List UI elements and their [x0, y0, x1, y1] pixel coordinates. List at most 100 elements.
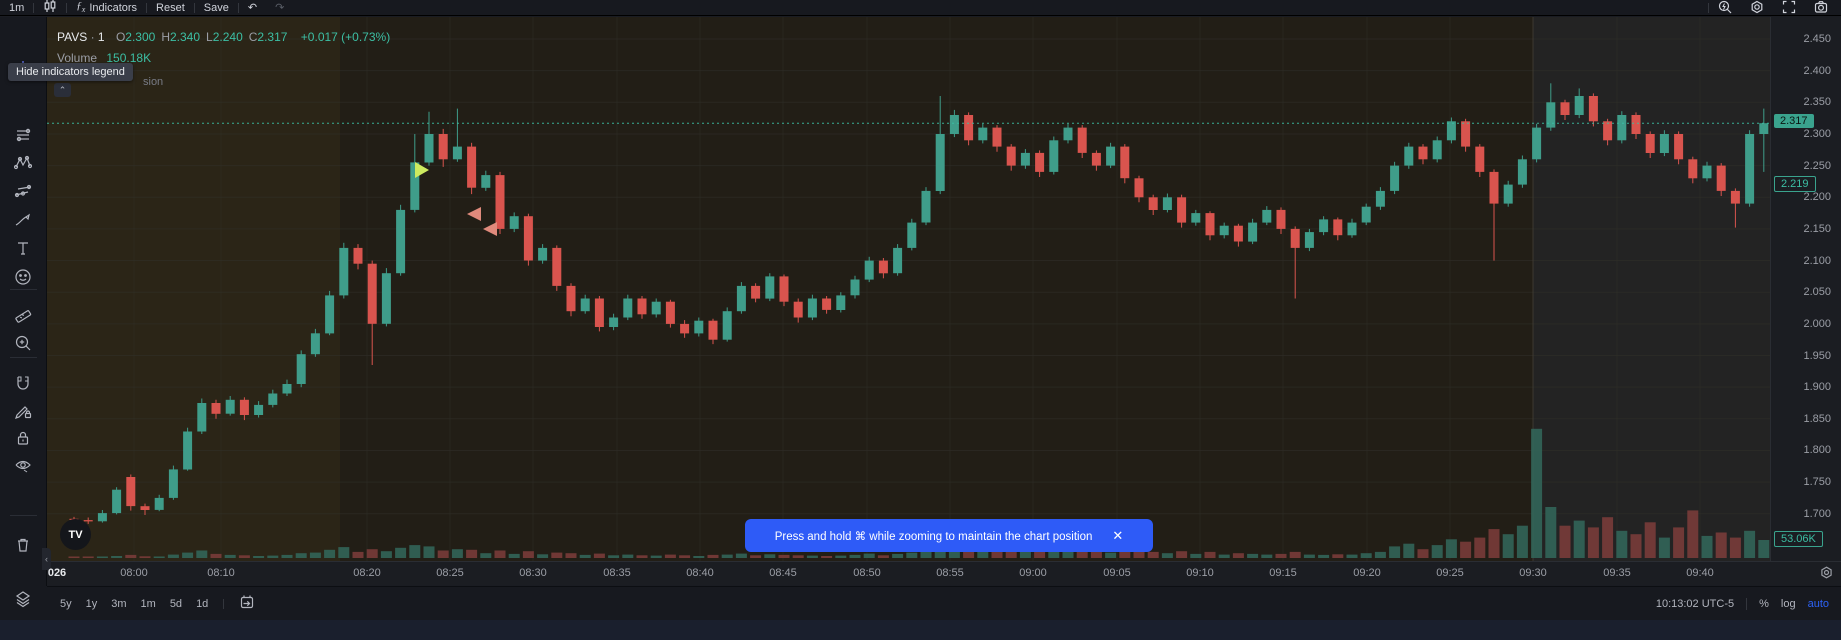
price-tick-label: 2.150 [1803, 222, 1831, 235]
volume-value: 150.18K [106, 51, 152, 65]
ruler-tool[interactable] [8, 303, 38, 327]
text-tool[interactable] [8, 236, 38, 260]
time-tick-label: 09:15 [1269, 567, 1297, 579]
time-axis-gear-icon[interactable] [1820, 566, 1833, 584]
range-buttons: 5y 1y 3m 1m 5d 1d [53, 595, 215, 613]
legend-collapse-button[interactable]: ⌃ [54, 83, 71, 97]
toolbar-divider [10, 515, 37, 516]
volume-label[interactable]: Volume [57, 51, 98, 65]
long-position-tool[interactable] [8, 180, 38, 204]
legend-interval: 1 [97, 30, 105, 44]
object-tree-panel[interactable] [8, 587, 38, 611]
brush-tool[interactable] [8, 208, 38, 232]
xabcd-pattern-tool[interactable] [8, 151, 38, 175]
toolbar-collapse-handle[interactable]: ‹ [42, 548, 51, 570]
time-axis[interactable]: 026 08:00 08:10 08:20 08:25 08:30 08:35 08:40 08… [47, 561, 1841, 585]
toolbar-separator [193, 2, 195, 13]
zoom-hint-toast: Press and hold ⌘ while zooming to mainta… [745, 519, 1153, 552]
time-tick-label: 08:35 [603, 567, 631, 579]
price-tick-label: 2.350 [1803, 96, 1831, 109]
time-tick-label: 08:45 [769, 567, 797, 579]
range-button-1y[interactable]: 1y [85, 597, 98, 610]
go-to-date-icon [239, 595, 255, 613]
chart-plot-area[interactable] [47, 17, 1770, 561]
chart-type-button[interactable] [34, 0, 66, 16]
top-toolbar-right [1708, 0, 1837, 16]
indicators-button[interactable]: ƒx Indicators [76, 0, 138, 15]
undo-arrow-icon: ↶ [247, 2, 258, 14]
lock-all-tool[interactable] [8, 426, 38, 450]
time-tick-label: 09:10 [1186, 567, 1214, 579]
price-axis[interactable]: 2.450 2.400 2.350 2.300 2.250 2.200 2.150 2.100… [1770, 17, 1841, 561]
toast-text: Press and hold ⌘ while zooming to mainta… [774, 530, 1093, 543]
magnet-tool[interactable] [8, 371, 38, 395]
range-button-5y[interactable]: 5y [60, 597, 72, 610]
price-tick-label: 2.450 [1803, 33, 1831, 45]
price-tick-label: 1.800 [1803, 444, 1831, 457]
symbol-legend[interactable]: PAVS · 1 O2.300 H2.340 L2.240 C2.317 +0.017… [57, 30, 391, 65]
time-tick-label: 08:30 [519, 567, 547, 579]
ohlc-key: C [248, 30, 258, 44]
candlestick-chart-icon [43, 0, 57, 16]
reset-button[interactable]: Reset [156, 1, 185, 14]
trash-tool[interactable] [8, 533, 38, 557]
time-tick-label: 09:00 [1019, 567, 1047, 579]
time-tick-label: 08:20 [353, 567, 381, 579]
price-tick-label: 2.050 [1803, 286, 1831, 299]
auto-scale-button[interactable]: auto [1807, 597, 1829, 610]
candlestick-chart [47, 17, 1770, 561]
percent-scale-button[interactable]: % [1759, 597, 1769, 610]
toolbar-divider [10, 357, 37, 358]
hide-legend-tooltip: Hide indicators legend [8, 63, 133, 81]
quick-search-button[interactable] [1709, 0, 1741, 16]
ohlc-value: 2.317 [257, 30, 288, 44]
ohlc-value: 2.240 [212, 30, 243, 44]
zoom-in-tool[interactable] [8, 331, 38, 355]
secondary-price-badge: 2.219 [1774, 176, 1816, 193]
window-bottom-band [0, 620, 1841, 640]
interval-button[interactable]: 1m [9, 1, 25, 14]
fx-icon: ƒx [76, 0, 86, 15]
redo-button[interactable]: ↷ [266, 0, 293, 16]
price-tick-label: 1.700 [1803, 507, 1831, 520]
time-tick-label: 08:00 [120, 567, 148, 579]
toolbar-separator [66, 2, 68, 13]
range-button-3m[interactable]: 3m [111, 597, 127, 610]
emoji-tool[interactable] [8, 265, 38, 289]
snapshot-button[interactable] [1805, 0, 1837, 16]
fullscreen-button[interactable] [1773, 0, 1805, 16]
range-button-1d[interactable]: 1d [196, 597, 209, 610]
undo-button[interactable]: ↶ [239, 0, 266, 16]
hide-drawings-tool[interactable] [8, 454, 38, 478]
time-tick-label: 08:10 [207, 567, 235, 579]
toast-close-icon[interactable]: ✕ [1112, 527, 1124, 543]
hidden-legend-row: sion [143, 76, 164, 88]
redo-arrow-icon: ↷ [275, 2, 285, 14]
drawing-toolbar [0, 17, 47, 640]
price-tick-label: 2.100 [1803, 254, 1831, 267]
ohlc-key: O [115, 30, 126, 44]
time-tick-label: 08:40 [686, 567, 714, 579]
price-tick-label: 1.950 [1803, 349, 1831, 362]
price-tick-label: 2.000 [1803, 317, 1831, 330]
time-tick-label: 09:25 [1436, 567, 1464, 579]
log-scale-button[interactable]: log [1780, 597, 1796, 610]
ohlc-value: 2.300 [125, 30, 156, 44]
ohlc-value: 2.340 [170, 30, 201, 44]
trend-line-tool[interactable] [8, 123, 38, 147]
bottom-bar: 5y 1y 3m 1m 5d 1d 10:13:02 UTC-5 % log auto [47, 586, 1841, 620]
settings-gear-icon [1750, 0, 1764, 17]
save-button[interactable]: Save [203, 1, 229, 14]
go-to-date-button[interactable] [232, 591, 262, 616]
clock[interactable]: 10:13:02 UTC-5 [1655, 597, 1735, 610]
range-button-1m[interactable]: 1m [140, 597, 156, 610]
symbol-name[interactable]: PAVS [57, 30, 88, 44]
toolbar-separator [1746, 597, 1748, 610]
drawing-lock-tool[interactable] [8, 399, 38, 423]
volume-badge: 53.06K [1774, 531, 1823, 547]
fullscreen-icon [1782, 0, 1796, 17]
toolbar-separator [146, 2, 148, 13]
chart-settings-button[interactable] [1741, 0, 1773, 16]
top-toolbar: 1m ƒx Indicators Reset Save ↶ ↷ [0, 0, 1841, 16]
range-button-5d[interactable]: 5d [169, 597, 183, 610]
